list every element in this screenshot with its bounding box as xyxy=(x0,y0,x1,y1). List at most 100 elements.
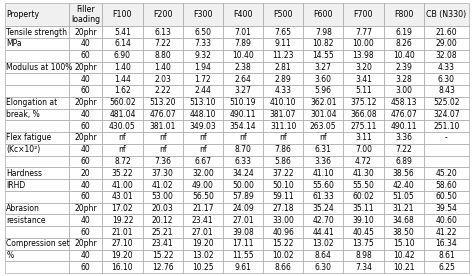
Text: IRHD: IRHD xyxy=(6,181,26,190)
Bar xyxy=(143,3,183,26)
Text: 20phr: 20phr xyxy=(74,134,97,142)
Bar xyxy=(143,179,183,191)
Text: 2.64: 2.64 xyxy=(235,75,251,84)
Bar xyxy=(424,156,469,168)
Text: 34.24: 34.24 xyxy=(232,169,254,178)
Text: 27.10: 27.10 xyxy=(112,239,133,248)
Text: 33.00: 33.00 xyxy=(272,216,294,225)
Bar xyxy=(223,3,263,26)
Bar xyxy=(263,168,303,179)
Bar xyxy=(5,38,69,50)
Bar xyxy=(424,250,469,261)
Text: 10.82: 10.82 xyxy=(312,39,334,48)
Bar xyxy=(263,38,303,50)
Text: 20phr: 20phr xyxy=(74,239,97,248)
Bar xyxy=(303,132,343,144)
Text: 61.33: 61.33 xyxy=(312,192,334,201)
Text: 16.34: 16.34 xyxy=(436,239,457,248)
Text: 15.22: 15.22 xyxy=(152,251,173,260)
Text: 324.07: 324.07 xyxy=(433,110,460,119)
Bar xyxy=(263,73,303,85)
Bar xyxy=(143,38,183,50)
Bar xyxy=(223,168,263,179)
Bar xyxy=(383,168,424,179)
Text: 7.33: 7.33 xyxy=(194,39,211,48)
Text: 27.18: 27.18 xyxy=(273,204,294,213)
Text: 20phr: 20phr xyxy=(74,204,97,213)
Bar xyxy=(263,261,303,273)
Bar xyxy=(143,50,183,62)
Text: 40: 40 xyxy=(81,145,91,154)
Bar xyxy=(383,132,424,144)
Bar xyxy=(383,3,424,26)
Text: 3.60: 3.60 xyxy=(315,75,332,84)
Text: 21.60: 21.60 xyxy=(436,28,457,37)
Bar xyxy=(102,203,143,214)
Text: 430.05: 430.05 xyxy=(109,122,136,131)
Bar xyxy=(383,238,424,250)
Bar xyxy=(183,38,223,50)
Bar xyxy=(383,261,424,273)
Bar xyxy=(143,97,183,108)
Text: nf: nf xyxy=(199,134,207,142)
Bar xyxy=(183,85,223,97)
Text: 476.07: 476.07 xyxy=(149,110,176,119)
Bar xyxy=(263,191,303,203)
Text: 1.72: 1.72 xyxy=(194,75,211,84)
Text: 23.41: 23.41 xyxy=(152,239,173,248)
Text: 17.11: 17.11 xyxy=(232,239,254,248)
Text: 40: 40 xyxy=(81,75,91,84)
Text: 19.20: 19.20 xyxy=(112,251,133,260)
Bar xyxy=(183,238,223,250)
Bar xyxy=(143,132,183,144)
Text: 510.19: 510.19 xyxy=(230,98,256,107)
Text: 349.03: 349.03 xyxy=(190,122,216,131)
Text: 41.30: 41.30 xyxy=(353,169,374,178)
Bar xyxy=(223,85,263,97)
Text: 32.00: 32.00 xyxy=(192,169,214,178)
Bar xyxy=(424,261,469,273)
Bar xyxy=(5,250,69,261)
Text: 37.30: 37.30 xyxy=(152,169,173,178)
Text: 301.04: 301.04 xyxy=(310,110,337,119)
Text: 10.40: 10.40 xyxy=(393,51,414,60)
Bar xyxy=(5,144,69,156)
Bar xyxy=(5,108,69,120)
Bar xyxy=(343,50,383,62)
Text: 13.02: 13.02 xyxy=(312,239,334,248)
Text: Flex fatigue: Flex fatigue xyxy=(6,134,51,142)
Bar xyxy=(183,62,223,73)
Bar xyxy=(263,108,303,120)
Text: CB (N330): CB (N330) xyxy=(427,10,466,19)
Text: 60: 60 xyxy=(81,51,91,60)
Text: F300: F300 xyxy=(193,10,212,19)
Text: 3.41: 3.41 xyxy=(355,75,372,84)
Bar xyxy=(143,214,183,226)
Bar xyxy=(69,144,102,156)
Text: 21.17: 21.17 xyxy=(192,204,214,213)
Bar xyxy=(223,261,263,273)
Bar xyxy=(143,85,183,97)
Text: 10.00: 10.00 xyxy=(353,39,374,48)
Text: 3.11: 3.11 xyxy=(355,134,372,142)
Bar xyxy=(303,238,343,250)
Text: 8.61: 8.61 xyxy=(438,251,455,260)
Text: Compression set: Compression set xyxy=(6,239,70,248)
Bar xyxy=(263,250,303,261)
Bar xyxy=(223,214,263,226)
Text: 20phr: 20phr xyxy=(74,98,97,107)
Text: break, %: break, % xyxy=(6,110,40,119)
Text: 525.02: 525.02 xyxy=(433,98,460,107)
Text: 29.00: 29.00 xyxy=(436,39,457,48)
Text: 35.22: 35.22 xyxy=(112,169,133,178)
Text: 8.26: 8.26 xyxy=(395,39,412,48)
Bar xyxy=(343,214,383,226)
Bar xyxy=(102,85,143,97)
Text: nf: nf xyxy=(118,134,126,142)
Bar xyxy=(343,156,383,168)
Text: 3.00: 3.00 xyxy=(395,86,412,95)
Bar xyxy=(5,203,69,214)
Bar xyxy=(102,250,143,261)
Text: 39.08: 39.08 xyxy=(232,228,254,237)
Bar xyxy=(143,226,183,238)
